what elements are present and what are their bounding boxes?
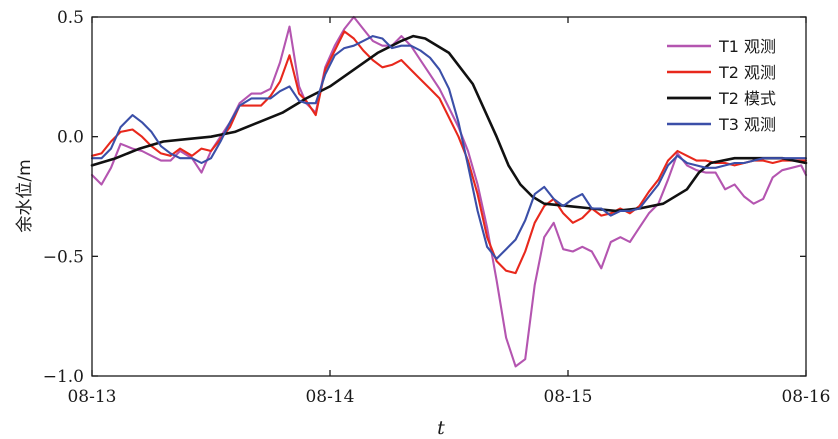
y-tick-label: −0.5 — [43, 247, 84, 267]
legend-label-1: T1 观测 — [718, 37, 776, 56]
x-tick-label: 08-15 — [543, 387, 592, 407]
legend-label-3: T2 模式 — [718, 89, 776, 108]
y-tick-label: 0.0 — [57, 128, 84, 148]
y-axis-label: 余水位/m — [15, 159, 35, 232]
x-axis-label: t — [437, 417, 445, 439]
legend-label-4: T3 观测 — [718, 115, 776, 134]
x-tick-label: 08-14 — [305, 387, 354, 407]
x-tick-label: 08-13 — [67, 387, 116, 407]
legend-label-2: T2 观测 — [718, 63, 776, 82]
ticks-layer: 08-13 08-14 08-15 08-16 0.5 0.0 −0.5 −1.0 — [43, 8, 831, 407]
series-line-2 — [92, 31, 806, 273]
series-layer — [92, 17, 806, 366]
x-tick-label: 08-16 — [781, 387, 830, 407]
legend: T1 观测 T2 观测 T2 模式 T3 观测 — [667, 37, 776, 134]
series-line-4 — [92, 36, 806, 259]
y-tick-label: 0.5 — [57, 8, 84, 28]
series-line-1 — [92, 17, 806, 366]
y-tick-label: −1.0 — [43, 367, 84, 387]
